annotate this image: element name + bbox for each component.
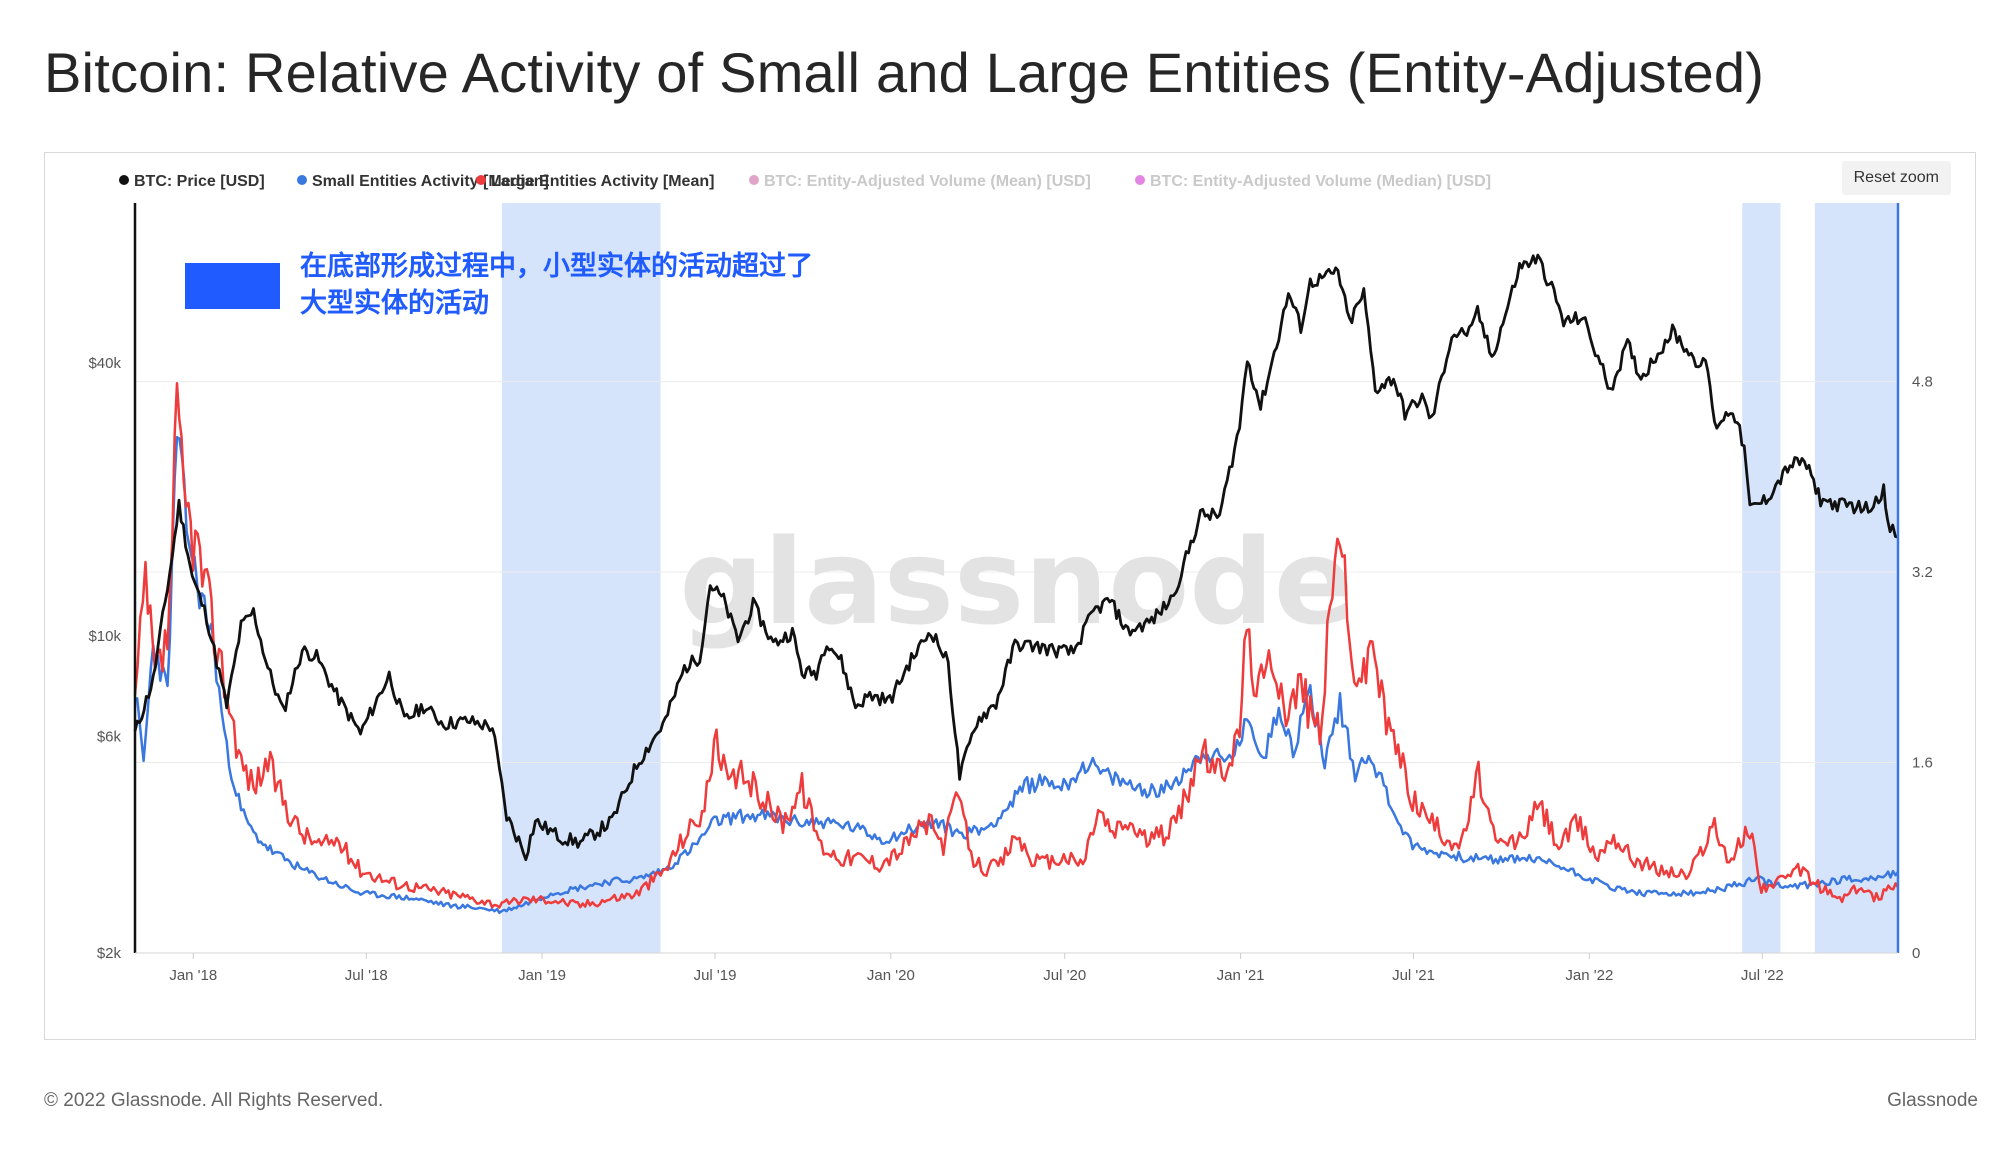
- x-tick-label-4: Jan '20: [867, 967, 915, 984]
- x-tick-label-1: Jul '18: [345, 967, 388, 984]
- footer-brand: Glassnode: [1887, 1090, 1978, 1111]
- series-lines: [133, 253, 1900, 915]
- y-right-tick-label-2: 3.2: [1912, 564, 1933, 581]
- legend-item-3[interactable]: BTC: Entity-Adjusted Volume (Mean) [USD]: [749, 173, 1091, 190]
- axes: $2k $6k $10k $40k 0 1.6 3.2 4.8 Jan '18 Jul '18 Ja…: [88, 203, 1933, 984]
- y-left-tick-label-0: $2k: [97, 945, 122, 962]
- series-line-2: [133, 382, 1900, 909]
- annotation-swatch: [185, 263, 280, 309]
- page-title: Bitcoin: Relative Activity of Small and …: [44, 41, 1765, 104]
- y-right-tick-label-1: 1.6: [1912, 755, 1933, 772]
- legend-item-2[interactable]: Large Entities Activity [Mean]: [476, 173, 714, 190]
- legend-label-0: BTC: Price [USD]: [134, 173, 265, 190]
- x-tick-label-2: Jan '19: [518, 967, 566, 984]
- x-tick-label-3: Jul '19: [694, 967, 737, 984]
- y-left-tick-label-3: $40k: [88, 355, 121, 372]
- series-line-0: [133, 253, 1899, 862]
- watermark: glassnode: [679, 513, 1354, 651]
- x-tick-label-8: Jan '22: [1565, 967, 1613, 984]
- x-tick-label-0: Jan '18: [169, 967, 217, 984]
- x-tick-label-9: Jul '22: [1741, 967, 1784, 984]
- footer-copyright: © 2022 Glassnode. All Rights Reserved.: [44, 1090, 384, 1111]
- reset-zoom-button[interactable]: Reset zoom: [1841, 161, 1951, 195]
- legend-label-2: Large Entities Activity [Mean]: [491, 173, 714, 190]
- y-right-tick-label-3: 4.8: [1912, 374, 1933, 391]
- legend-label-3: BTC: Entity-Adjusted Volume (Mean) [USD]: [764, 173, 1091, 190]
- highlight-band-1: [1742, 203, 1781, 953]
- legend-item-0[interactable]: BTC: Price [USD]: [119, 173, 265, 190]
- chart-svg: glassnode $2k $6k $10k $40k 0 1.6 3.2 4.8 Jan '1…: [88, 173, 1933, 984]
- legend: BTC: Price [USD] Small Entities Activity …: [119, 173, 1491, 190]
- annotation: 在底部形成过程中，小型实体的活动超过了 大型实体的活动: [185, 250, 813, 319]
- legend-marker-4: [1135, 175, 1145, 185]
- legend-item-1[interactable]: Small Entities Activity [Median]: [297, 173, 549, 190]
- chart-frame: glassnode $2k $6k $10k $40k 0 1.6 3.2 4.8 Jan '1…: [44, 152, 1976, 1040]
- highlight-bands: [501, 203, 1898, 953]
- y-left-tick-label-2: $10k: [88, 628, 121, 645]
- legend-marker-0: [119, 175, 129, 185]
- legend-marker-2: [476, 175, 486, 185]
- legend-label-4: BTC: Entity-Adjusted Volume (Median) [US…: [1150, 173, 1491, 190]
- legend-item-4[interactable]: BTC: Entity-Adjusted Volume (Median) [US…: [1135, 173, 1491, 190]
- grid-lines: [135, 381, 1898, 954]
- legend-marker-1: [297, 175, 307, 185]
- x-tick-label-6: Jan '21: [1217, 967, 1265, 984]
- annotation-line-1: 在底部形成过程中，小型实体的活动超过了: [300, 250, 813, 282]
- highlight-band-2: [1814, 203, 1898, 953]
- y-left-tick-label-1: $6k: [97, 729, 122, 746]
- x-tick-label-5: Jul '20: [1043, 967, 1086, 984]
- y-right-tick-label-0: 0: [1912, 945, 1920, 962]
- x-tick-label-7: Jul '21: [1392, 967, 1435, 984]
- highlight-band-0: [501, 203, 661, 953]
- legend-label-1: Small Entities Activity [Median]: [312, 173, 549, 190]
- legend-marker-3: [749, 175, 759, 185]
- annotation-line-2: 大型实体的活动: [300, 287, 489, 319]
- series-line-1: [134, 435, 1899, 915]
